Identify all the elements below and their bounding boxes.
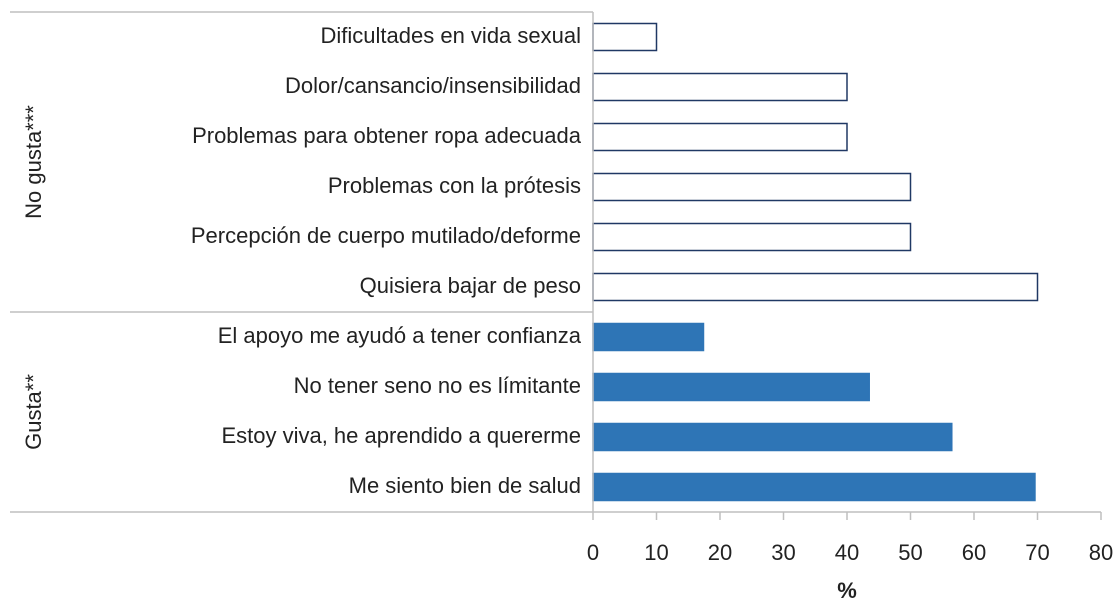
x-tick-label: 50 — [898, 540, 922, 565]
y-tick-label: Problemas para obtener ropa adecuada — [192, 123, 582, 148]
y-tick-label: Dificultades en vida sexual — [321, 23, 581, 48]
x-tick-label: 60 — [962, 540, 986, 565]
y-tick-label: Estoy viva, he aprendido a quererme — [221, 423, 581, 448]
bar — [592, 422, 953, 452]
x-tick-label: 0 — [587, 540, 599, 565]
bar — [592, 222, 912, 252]
x-tick-label: 80 — [1089, 540, 1113, 565]
y-tick-label: Percepción de cuerpo mutilado/deforme — [191, 223, 581, 248]
y-tick-label: Quisiera bajar de peso — [360, 273, 581, 298]
y-tick-label: Dolor/cansancio/insensibilidad — [285, 73, 581, 98]
bar — [592, 72, 848, 102]
bar — [592, 472, 1036, 502]
bar — [592, 22, 658, 52]
bar — [592, 122, 848, 152]
bar — [592, 172, 912, 202]
bar — [592, 372, 870, 402]
group-label: No gusta*** — [21, 105, 46, 219]
y-tick-label: El apoyo me ayudó a tener confianza — [218, 323, 582, 348]
x-axis-label: % — [837, 578, 857, 603]
y-tick-label: Problemas con la prótesis — [328, 173, 581, 198]
x-tick-label: 30 — [771, 540, 795, 565]
x-tick-label: 70 — [1025, 540, 1049, 565]
y-tick-label: Me siento bien de salud — [349, 473, 581, 498]
x-tick-label: 40 — [835, 540, 859, 565]
bar — [592, 272, 1039, 302]
y-tick-label: No tener seno no es límitante — [294, 373, 581, 398]
group-label: Gusta** — [21, 374, 46, 450]
x-tick-label: 10 — [644, 540, 668, 565]
bar — [592, 322, 705, 352]
x-tick-label: 20 — [708, 540, 732, 565]
